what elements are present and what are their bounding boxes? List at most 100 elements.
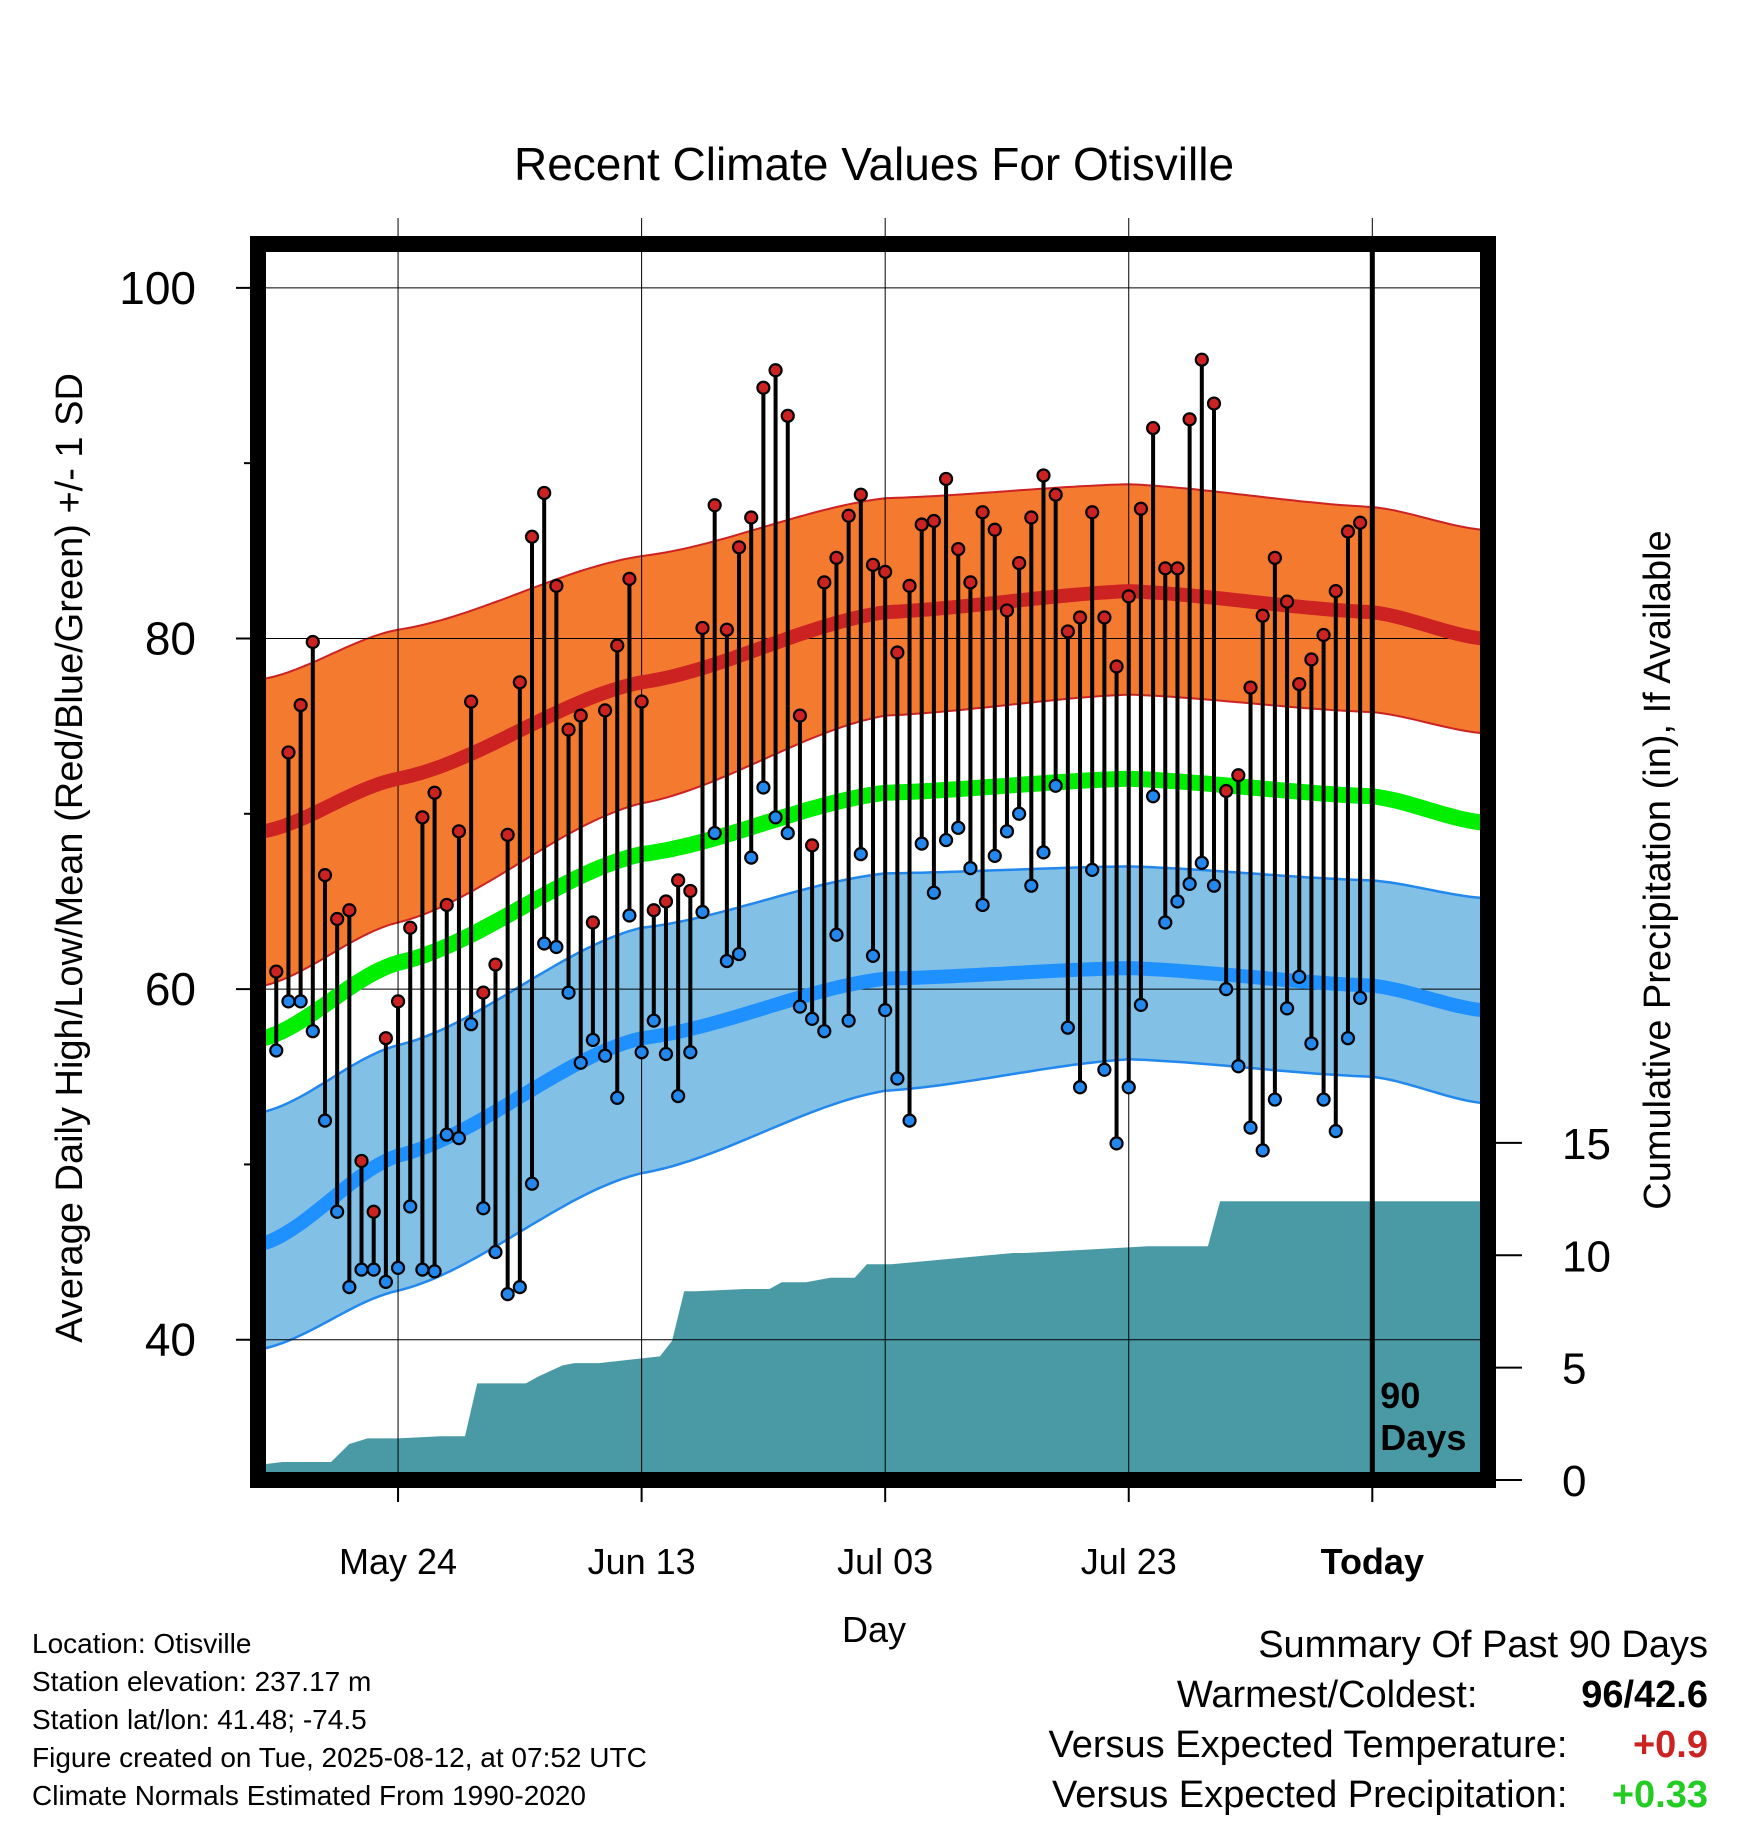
high-point — [1133, 501, 1149, 516]
low-point — [878, 1003, 893, 1018]
low-point — [1304, 1036, 1319, 1051]
low-point — [768, 810, 783, 825]
high-point — [914, 517, 929, 532]
high-point — [439, 897, 454, 913]
high-point — [707, 498, 722, 513]
high-point — [1292, 676, 1307, 692]
high-point — [878, 564, 893, 579]
low-point — [792, 999, 808, 1014]
low-point — [573, 1055, 588, 1070]
high-point — [305, 634, 320, 650]
low-point — [342, 1280, 357, 1295]
summary-warm-cold-row: Warmest/Coldest: 96/42.6 — [1177, 1674, 1708, 1717]
low-point — [1036, 845, 1051, 860]
high-point — [537, 485, 552, 501]
high-point — [512, 675, 527, 690]
high-point — [269, 964, 284, 979]
low-point — [658, 1046, 674, 1062]
high-point — [1109, 659, 1124, 674]
high-point — [1072, 610, 1088, 625]
y-axis-left-label: Average Daily High/Low/Mean (Red/Blue/Gr… — [49, 373, 91, 1343]
low-point — [1328, 1124, 1343, 1139]
low-point — [488, 1244, 503, 1260]
low-point — [719, 953, 734, 969]
high-point — [890, 645, 905, 660]
low-point — [451, 1131, 467, 1146]
high-point — [1340, 524, 1356, 539]
low-point — [1182, 876, 1197, 892]
low-point — [549, 939, 564, 955]
low-point — [317, 1113, 333, 1128]
high-point — [719, 622, 734, 637]
low-point — [938, 832, 954, 848]
low-point — [1060, 1020, 1075, 1035]
low-point — [269, 1043, 284, 1058]
low-point — [1133, 997, 1149, 1012]
high-point — [476, 985, 491, 1000]
low-point — [999, 824, 1015, 839]
high-point — [634, 694, 649, 709]
precipitation-area — [264, 1201, 1482, 1480]
high-point — [597, 703, 613, 718]
low-point — [427, 1264, 442, 1279]
high-point — [549, 578, 564, 593]
low-point — [1085, 862, 1100, 877]
high-point — [561, 722, 576, 737]
high-point — [1231, 768, 1246, 783]
high-point — [975, 505, 990, 520]
x-tick-label: Today — [1321, 1541, 1424, 1582]
high-point — [390, 994, 406, 1009]
low-point — [914, 836, 929, 851]
location-text: Location: Otisville — [32, 1628, 252, 1659]
low-point — [646, 1013, 661, 1028]
low-point — [1024, 878, 1039, 893]
high-point — [622, 571, 637, 586]
low-point — [330, 1204, 345, 1219]
low-point — [1255, 1143, 1270, 1158]
summary-title: Summary Of Past 90 Days — [1258, 1624, 1708, 1666]
low-point — [695, 904, 710, 920]
low-point — [476, 1201, 491, 1216]
low-point — [1219, 982, 1234, 997]
precip-value: +0.33 — [1611, 1774, 1708, 1816]
low-point — [926, 885, 941, 900]
low-point — [951, 820, 966, 835]
summary-precip-row: Versus Expected Precipitation: +0.33 — [1052, 1774, 1708, 1817]
low-point — [1072, 1080, 1088, 1095]
low-point — [805, 1011, 820, 1027]
normal-low-line — [261, 961, 1483, 1250]
high-point — [524, 529, 540, 544]
high-point — [1085, 505, 1100, 520]
plot-frame — [250, 236, 1496, 1488]
y-axis-right-label: Cumulative Precipitation (in), If Availa… — [1637, 530, 1679, 1209]
high-point — [926, 513, 941, 529]
right-tick-label: 0 — [1562, 1457, 1586, 1506]
today-days-label: Days — [1380, 1417, 1466, 1458]
low-point — [780, 825, 795, 841]
low-point — [1231, 1059, 1246, 1074]
low-point — [1206, 878, 1222, 893]
low-point — [561, 985, 576, 1000]
high-point — [938, 471, 954, 487]
low-point — [415, 1262, 430, 1277]
low-point — [378, 1274, 393, 1289]
normals-text: Climate Normals Estimated From 1990-2020 — [32, 1780, 586, 1811]
low-point — [1267, 1092, 1282, 1107]
high-point — [731, 540, 747, 555]
high-point — [1219, 783, 1234, 799]
low-point — [902, 1113, 917, 1128]
low-point — [756, 780, 771, 795]
high-point — [865, 557, 881, 572]
high-point — [1328, 584, 1343, 599]
low-point — [744, 850, 759, 865]
low-point — [597, 1048, 613, 1063]
high-point — [378, 1031, 393, 1046]
low-point — [841, 1013, 856, 1028]
left-tick-label: 80 — [145, 612, 196, 664]
high-point — [293, 697, 308, 713]
warm-cold-label: Warmest/Coldest: — [1176, 1674, 1478, 1716]
summary-temp-row: Versus Expected Temperature: +0.9 — [1049, 1724, 1708, 1767]
low-point — [390, 1260, 406, 1275]
low-point — [1353, 990, 1368, 1005]
high-point — [853, 487, 868, 502]
